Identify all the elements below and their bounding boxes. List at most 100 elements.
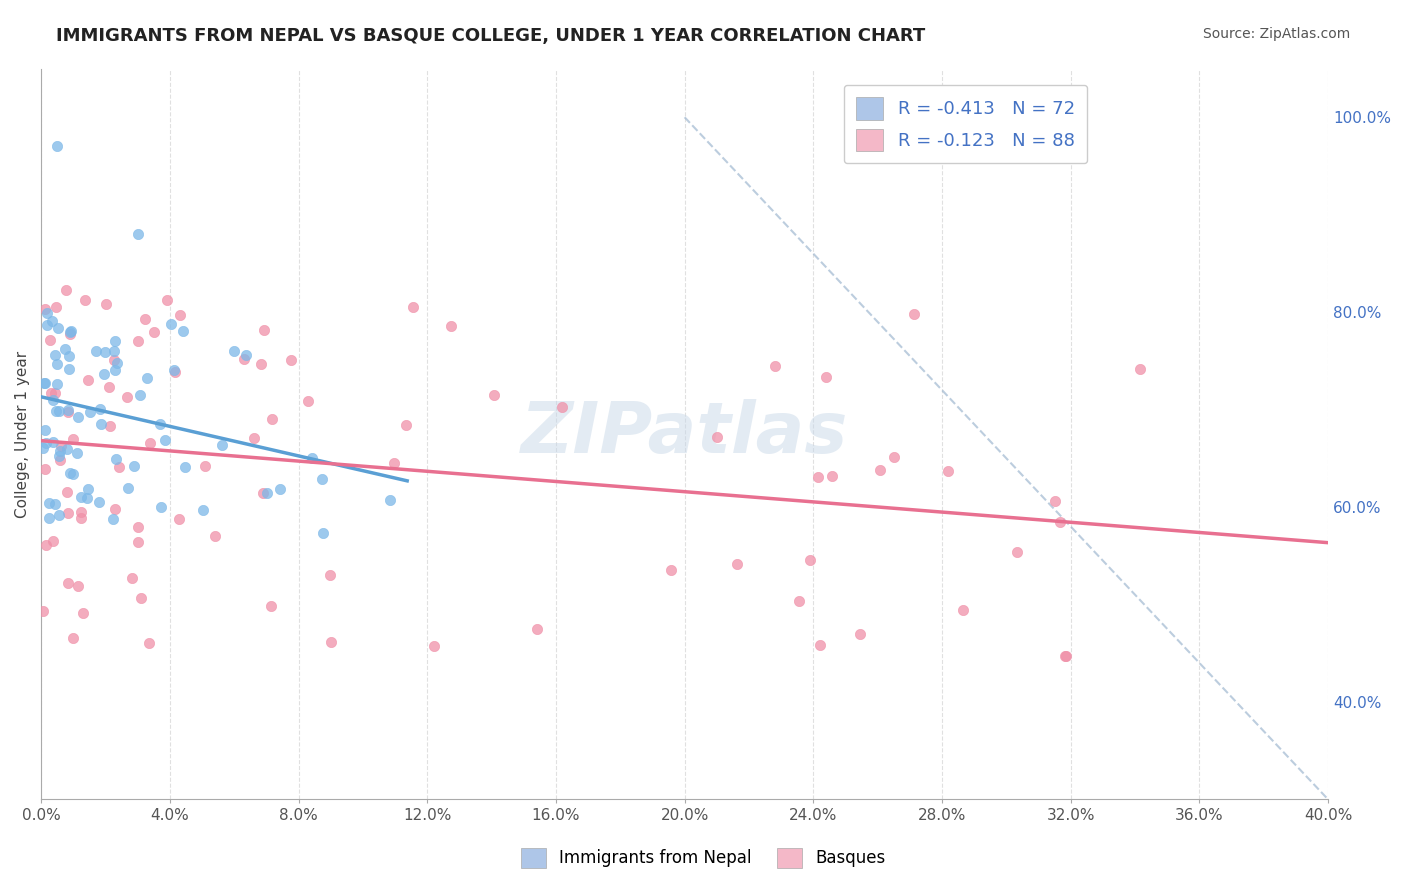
- Point: [67, 579, 90, 593]
- Text: IMMIGRANTS FROM NEPAL VS BASQUE COLLEGE, UNDER 1 YEAR CORRELATION CHART: IMMIGRANTS FROM NEPAL VS BASQUE COLLEGE,…: [56, 27, 925, 45]
- Point: [211, 438, 233, 452]
- Point: [46, 321, 69, 335]
- Point: [97, 380, 120, 394]
- Point: [53, 342, 76, 356]
- Point: [45, 404, 67, 418]
- Point: [70, 505, 93, 519]
- Point: [56, 507, 79, 521]
- Point: [58, 350, 80, 364]
- Point: [105, 356, 128, 370]
- Point: [526, 622, 548, 636]
- Point: [378, 492, 401, 507]
- Point: [34, 461, 56, 475]
- Point: [143, 326, 166, 340]
- Point: [1005, 544, 1028, 558]
- Point: [69, 490, 91, 504]
- Point: [129, 591, 152, 605]
- Point: [90, 417, 112, 431]
- Point: [49, 439, 72, 453]
- Point: [706, 430, 728, 444]
- Point: [204, 529, 226, 543]
- Point: [79, 405, 101, 419]
- Point: [138, 636, 160, 650]
- Point: [46, 139, 69, 153]
- Point: [127, 227, 149, 242]
- Point: [191, 503, 214, 517]
- Point: [100, 419, 122, 434]
- Point: [34, 301, 56, 316]
- Point: [789, 593, 811, 607]
- Point: [44, 386, 66, 401]
- Point: [256, 485, 278, 500]
- Point: [41, 313, 63, 327]
- Point: [42, 435, 65, 450]
- Point: [121, 571, 143, 585]
- Point: [160, 317, 183, 331]
- Point: [62, 631, 84, 645]
- Point: [44, 497, 66, 511]
- Point: [382, 456, 405, 470]
- Point: [72, 607, 94, 621]
- Point: [869, 463, 891, 477]
- Point: [103, 343, 125, 358]
- Point: [38, 496, 60, 510]
- Point: [38, 511, 60, 525]
- Point: [312, 526, 335, 541]
- Point: [301, 451, 323, 466]
- Point: [725, 557, 748, 571]
- Point: [44, 348, 66, 362]
- Point: [94, 296, 117, 310]
- Point: [35, 538, 58, 552]
- Point: [42, 392, 65, 407]
- Point: [423, 639, 446, 653]
- Point: [48, 404, 70, 418]
- Point: [173, 459, 195, 474]
- Point: [65, 446, 87, 460]
- Point: [46, 357, 69, 371]
- Point: [252, 486, 274, 500]
- Point: [156, 293, 179, 308]
- Point: [76, 491, 98, 505]
- Point: [32, 376, 55, 391]
- Point: [56, 576, 79, 591]
- Point: [1054, 648, 1077, 663]
- Point: [127, 535, 149, 549]
- Point: [952, 603, 974, 617]
- Point: [319, 634, 342, 648]
- Point: [799, 553, 821, 567]
- Point: [249, 357, 271, 371]
- Point: [103, 512, 125, 526]
- Point: [48, 508, 70, 523]
- Point: [849, 627, 872, 641]
- Point: [1049, 515, 1071, 529]
- Point: [136, 371, 159, 385]
- Point: [224, 344, 246, 359]
- Point: [260, 411, 283, 425]
- Point: [104, 502, 127, 516]
- Point: [45, 301, 67, 315]
- Point: [903, 307, 925, 321]
- Point: [77, 373, 100, 387]
- Point: [34, 423, 56, 437]
- Point: [104, 334, 127, 349]
- Text: ZIPatlas: ZIPatlas: [522, 400, 848, 468]
- Point: [297, 393, 319, 408]
- Point: [129, 388, 152, 402]
- Point: [46, 376, 69, 391]
- Point: [56, 405, 79, 419]
- Point: [49, 444, 72, 458]
- Point: [1129, 362, 1152, 376]
- Point: [59, 466, 82, 480]
- Point: [76, 482, 98, 496]
- Point: [311, 472, 333, 486]
- Point: [103, 353, 125, 368]
- Point: [62, 432, 84, 446]
- Point: [56, 403, 79, 417]
- Point: [253, 323, 276, 337]
- Point: [39, 333, 62, 347]
- Point: [1053, 649, 1076, 664]
- Point: [149, 417, 172, 432]
- Point: [807, 470, 830, 484]
- Point: [55, 442, 77, 456]
- Point: [60, 324, 83, 338]
